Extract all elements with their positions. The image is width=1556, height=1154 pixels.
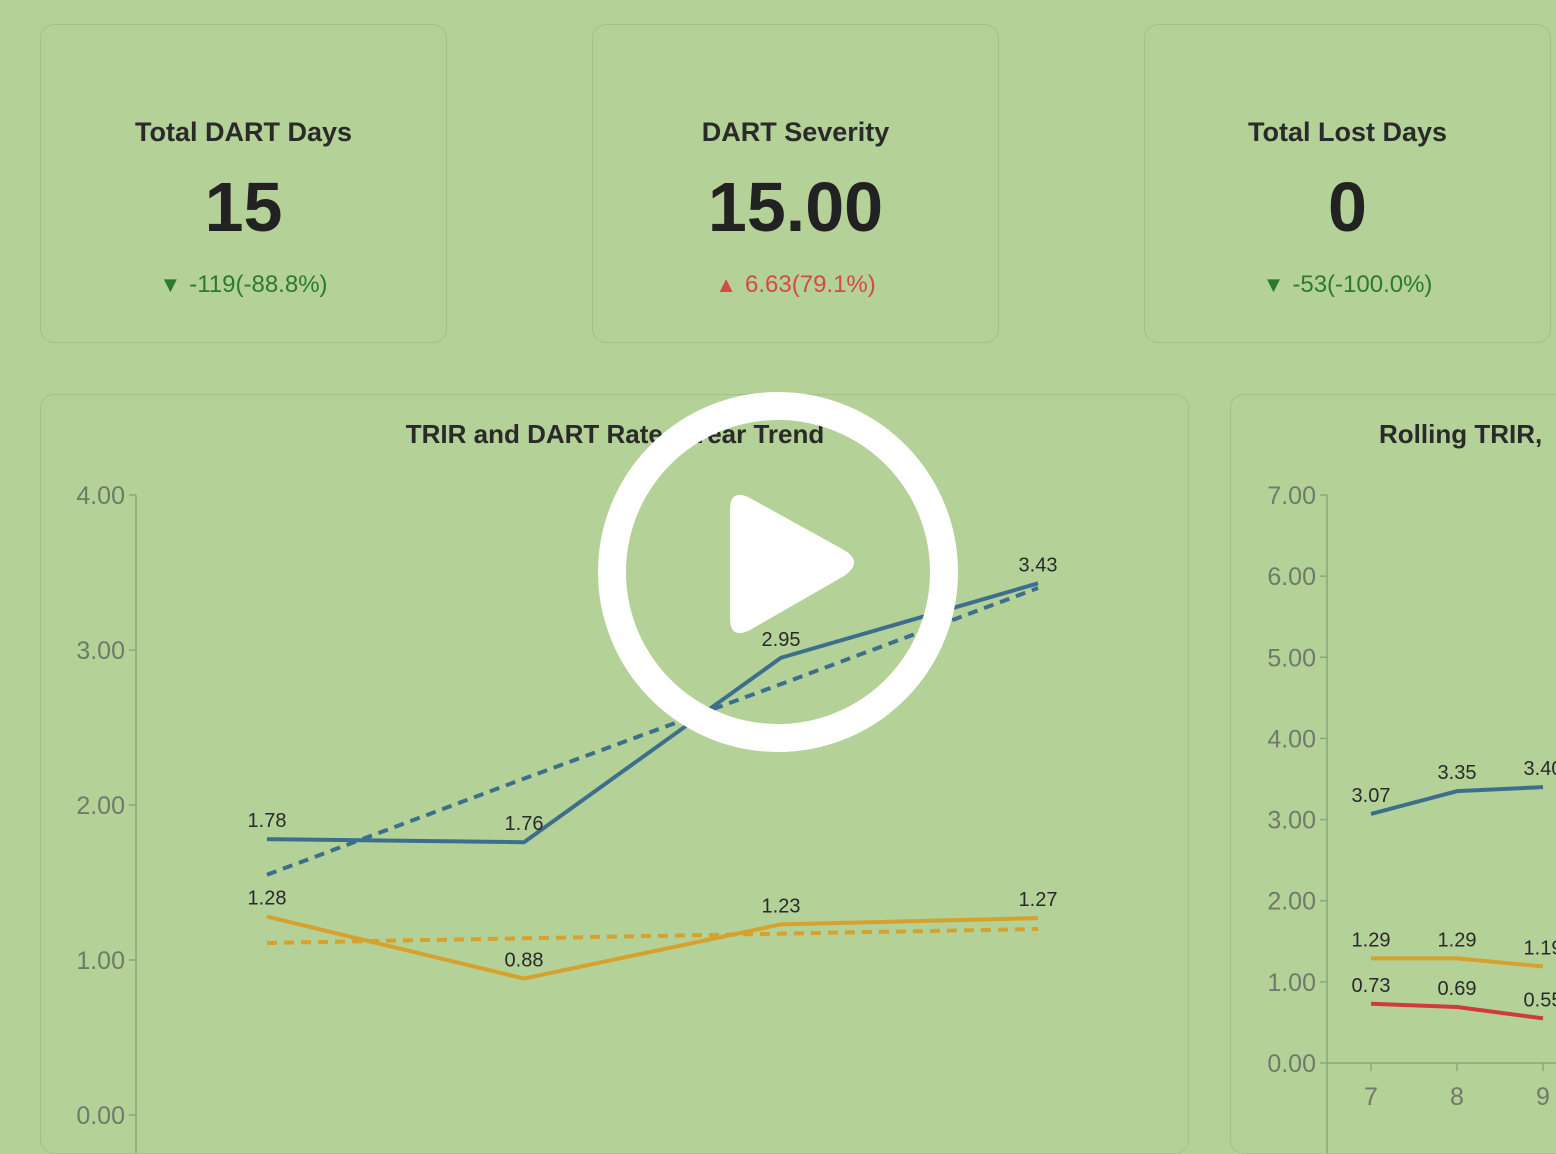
y-tick-label: 1.00 (76, 947, 125, 975)
data-label: 1.27 (1019, 889, 1058, 911)
x-tick-label: 8 (1450, 1083, 1464, 1111)
down-triangle-icon: ▼ (1262, 272, 1285, 297)
series-line (266, 581, 1039, 845)
kpi-delta-text: 6.63(79.1%) (745, 271, 876, 298)
series-line (1370, 1001, 1544, 1021)
data-label: 3.35 (1438, 762, 1477, 784)
data-label: 0.55 (1524, 989, 1556, 1011)
y-tick-label: 0.00 (76, 1102, 125, 1130)
x-tick-label: 9 (1536, 1083, 1550, 1111)
trend-line (266, 927, 1039, 945)
y-tick-label: 3.00 (1267, 807, 1316, 835)
chart-title: TRIR and DART Rate 4 Year Trend (406, 419, 825, 449)
kpi-card-total-lost-days: Total Lost Days 0 ▼ -53(-100.0%) (1144, 24, 1551, 343)
kpi-delta: ▼ -53(-100.0%) (1145, 271, 1550, 299)
rolling-trir-chart: Rolling TRIR, 0.00 1.00 2.00 3.00 4.00 5.00 6.0… (1267, 419, 1556, 1153)
kpi-value: 15 (204, 168, 283, 246)
play-icon[interactable] (598, 392, 958, 752)
y-tick-label: 4.00 (1267, 725, 1316, 753)
trend-line (266, 586, 1039, 877)
y-tick-label: 1.00 (1267, 969, 1316, 997)
data-label: 0.73 (1352, 975, 1391, 997)
trir-dart-trend-chart: TRIR and DART Rate 4 Year Trend 0.00 1.00 2… (76, 419, 1058, 1153)
up-triangle-icon: ▲ (715, 272, 738, 297)
kpi-card-dart-severity: DART Severity 15.00 ▲ 6.63(79.1%) (592, 24, 999, 343)
y-tick-label: 4.00 (76, 482, 125, 510)
data-label: 0.88 (505, 950, 544, 972)
x-tick-label: 7 (1364, 1083, 1378, 1111)
data-label: 0.69 (1438, 978, 1477, 1000)
down-triangle-icon: ▼ (159, 272, 182, 297)
y-tick-label: 0.00 (1267, 1050, 1316, 1078)
data-label: 3.43 (1019, 554, 1058, 576)
data-label: 3.40 (1524, 758, 1556, 780)
data-label: 1.23 (762, 895, 801, 917)
y-tick-label: 5.00 (1267, 644, 1316, 672)
data-label: 1.29 (1438, 929, 1477, 951)
rolling-chart-panel: Rolling TRIR, 0.00 1.00 2.00 3.00 4.00 5.00 6.0… (1230, 394, 1556, 1154)
trend-chart-panel: TRIR and DART Rate 4 Year Trend 0.00 1.00 2… (40, 394, 1189, 1154)
data-label: 1.78 (248, 810, 287, 832)
data-label: 1.19 (1524, 937, 1556, 959)
series-line (266, 914, 1039, 981)
kpi-title: Total Lost Days (1247, 117, 1448, 147)
data-label: 1.28 (248, 888, 287, 910)
y-tick-label: 3.00 (76, 637, 125, 665)
kpi-delta: ▼ -119(-88.8%) (41, 271, 446, 299)
data-label: 1.76 (505, 813, 544, 835)
y-tick-label: 7.00 (1267, 482, 1316, 510)
kpi-title: Total DART Days (134, 117, 353, 147)
kpi-value: 0 (1328, 168, 1367, 246)
kpi-title: DART Severity (701, 117, 890, 147)
data-label: 3.07 (1352, 785, 1391, 807)
data-label: 2.95 (762, 629, 801, 651)
series-line (1370, 785, 1544, 816)
kpi-delta-text: -119(-88.8%) (189, 271, 328, 298)
data-label: 1.29 (1352, 929, 1391, 951)
y-tick-label: 2.00 (76, 792, 125, 820)
kpi-value: 15.00 (707, 168, 884, 246)
y-tick-label: 2.00 (1267, 888, 1316, 916)
kpi-card-total-dart-days: Total DART Days 15 ▼ -119(-88.8%) (40, 24, 447, 343)
series-line (1371, 956, 1544, 969)
kpi-delta-text: -53(-100.0%) (1292, 271, 1433, 298)
kpi-delta: ▲ 6.63(79.1%) (593, 271, 998, 299)
y-tick-label: 6.00 (1267, 563, 1316, 591)
chart-title: Rolling TRIR, (1379, 419, 1542, 449)
